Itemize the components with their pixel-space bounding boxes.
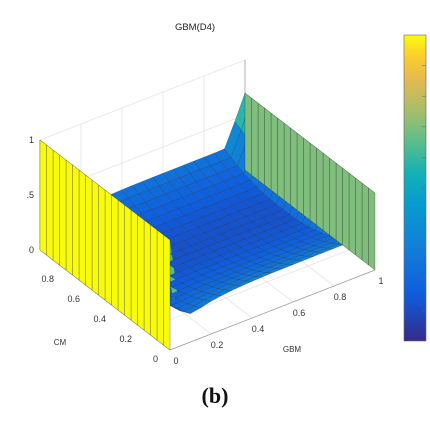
axis-line <box>169 269 376 351</box>
surface-wall-x0 <box>111 194 119 311</box>
surface-wall-x1 <box>368 187 376 271</box>
y-tick-label: 0 <box>153 354 158 364</box>
y-tick-label: 0.6 <box>67 294 80 304</box>
x-tick-label: 0 <box>173 356 178 366</box>
surface-wall-x0 <box>163 234 171 351</box>
surface-wall-x1 <box>290 127 298 211</box>
surface-wall-x0 <box>124 204 132 321</box>
caption-label: (b) <box>201 383 229 408</box>
grid-line <box>39 59 246 141</box>
surface-wall-x0 <box>143 219 151 336</box>
surface-wall-x0 <box>150 224 158 341</box>
surface-wall-x0 <box>52 149 60 266</box>
y-tick-label: 0.2 <box>119 334 132 344</box>
x-tick-label: 1 <box>378 276 383 286</box>
surface-plot <box>39 92 376 351</box>
surface-wall-x1 <box>322 152 330 236</box>
grid-line <box>143 249 350 331</box>
x-axis-label: GBM <box>283 345 302 354</box>
surface-wall-x1 <box>244 92 252 176</box>
figure-caption: (b) <box>0 383 430 409</box>
surface-wall-x1 <box>296 132 304 216</box>
surface-wall-x1 <box>361 182 369 266</box>
y-tick-label: 0.4 <box>93 314 106 324</box>
surface-wall-x0 <box>98 184 106 301</box>
z-tick-label: 0 <box>29 245 34 255</box>
z-tick-label: .5 <box>26 190 34 200</box>
y-tick-label: 0.8 <box>41 274 54 284</box>
y-axis-label: CM <box>54 338 67 347</box>
chart-title: GBM(D4) <box>175 22 215 33</box>
z-tick-label: 1 <box>29 135 34 145</box>
surface-wall-x0 <box>78 169 86 286</box>
surface-wall-x0 <box>46 144 54 261</box>
surface-wall-x1 <box>316 147 324 231</box>
surface-wall-x0 <box>104 189 112 306</box>
surface-wall-x0 <box>59 154 67 271</box>
x-tick-label: 0.8 <box>334 292 347 302</box>
colorbar <box>403 34 427 342</box>
x-tick-label: 0.4 <box>252 324 265 334</box>
surface-wall-x0 <box>117 199 125 316</box>
surface-wall-x1 <box>329 157 337 241</box>
surface-wall-x1 <box>355 177 363 261</box>
surface-wall-x0 <box>65 159 73 276</box>
surface-wall-x0 <box>137 214 145 331</box>
surface-wall-x1 <box>309 142 317 226</box>
surface-wall-x0 <box>39 139 47 256</box>
surface-wall-x1 <box>270 112 278 196</box>
surface-wall-x1 <box>348 172 356 256</box>
x-tick-label: 0.2 <box>211 340 224 350</box>
surface-wall-x1 <box>283 122 291 206</box>
axis-ticks: 0 0.2 0.4 0.6 0.8 1 0 0.2 0.4 0.6 0.8 0 .5 1 <box>26 135 383 366</box>
surface-wall-x0 <box>72 164 80 281</box>
surface-wall-x1 <box>257 102 265 186</box>
surface-wall-x1 <box>251 97 259 181</box>
surface-wall-x0 <box>91 179 99 296</box>
surface-wall-x1 <box>264 107 272 191</box>
surface-wall-x1 <box>342 167 350 251</box>
surface-wall-x1 <box>303 137 311 221</box>
surface-wall-x0 <box>85 174 93 291</box>
surface-wall-x1 <box>277 117 285 201</box>
surface-wall-x0 <box>156 229 164 346</box>
surface-wall-x0 <box>130 209 138 326</box>
x-tick-label: 0.6 <box>293 308 306 318</box>
surface-wall-x1 <box>335 162 343 246</box>
